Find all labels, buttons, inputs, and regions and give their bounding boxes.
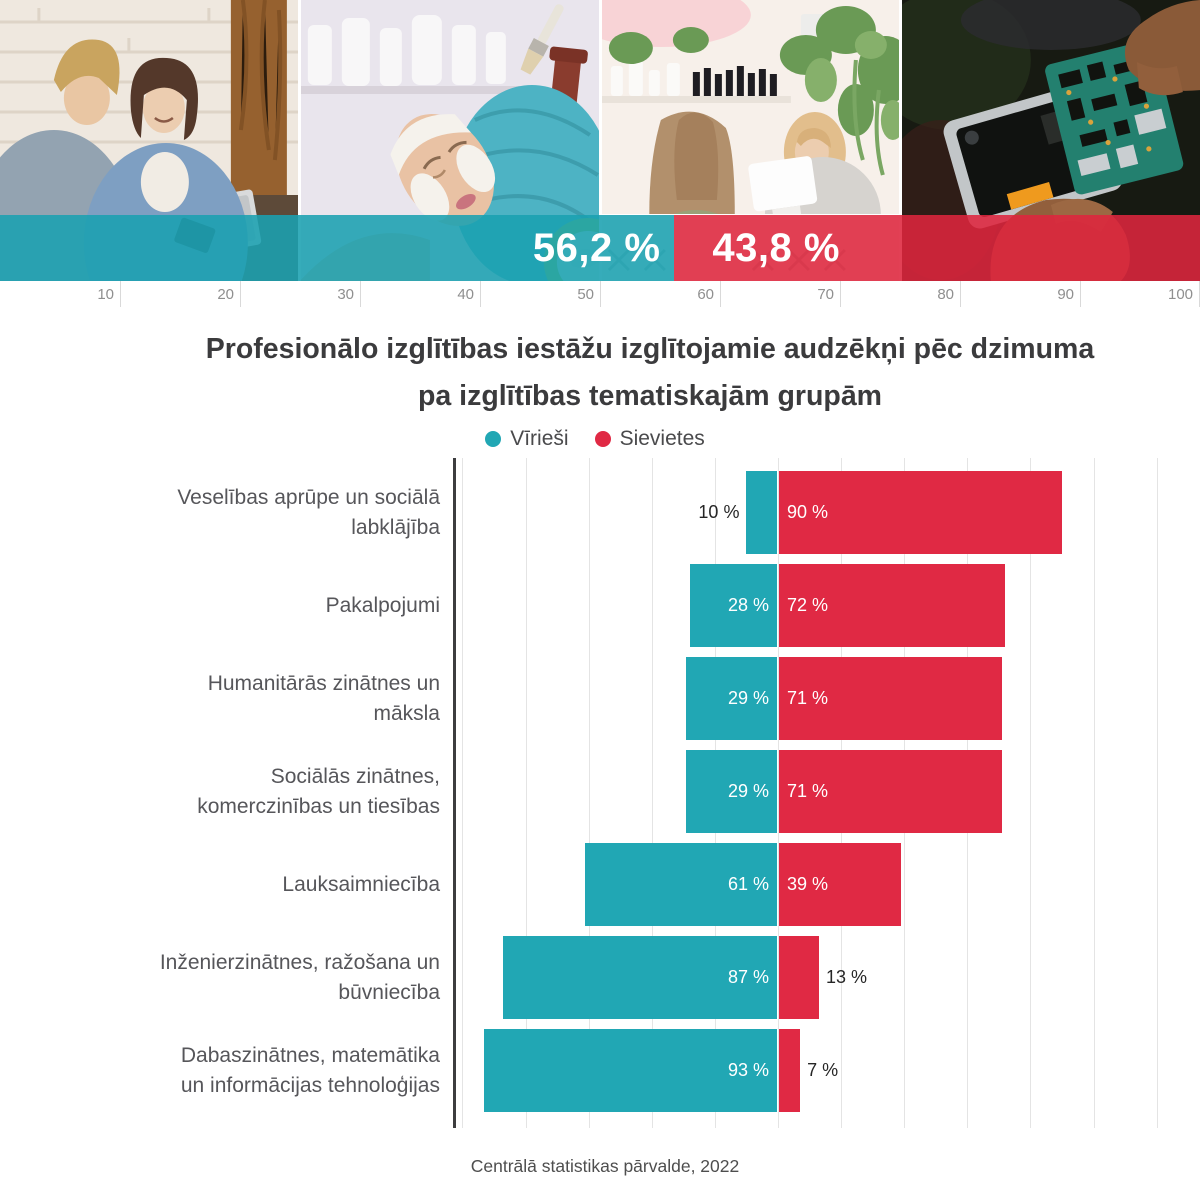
gridline [588, 458, 590, 1128]
male-value-label: 10 % [698, 502, 740, 522]
female-bar [779, 936, 820, 1019]
category-row: 93 % 7 % [456, 1029, 1163, 1112]
female-value-label: 72 % [787, 595, 829, 615]
scale-tick-label: 10 [97, 286, 114, 303]
scale-tick-line [600, 281, 601, 307]
male-bar [689, 564, 777, 647]
male-value-label: 93 % [727, 1060, 769, 1080]
gridline [1156, 458, 1158, 1128]
category-label: Inženierzinātnes, ražošana un būvniecība [159, 950, 440, 1004]
female-bar [779, 750, 1003, 833]
category-row: 61 % 39 % [456, 843, 1163, 926]
plot-area: 10 % 90 % 28 % 72 % 29 % 71 % 29 % 71 % 61 % 39 %… [453, 458, 1160, 1128]
category-label: Sociālās zinātnes, komerczinības un ties… [197, 764, 440, 818]
female-bar [779, 471, 1063, 554]
male-share-bar: 56,2 % [0, 215, 675, 281]
male-value-label: 87 % [727, 967, 769, 987]
scale-tick-line [840, 281, 841, 307]
scale-tick-line [720, 281, 721, 307]
male-bar [746, 471, 777, 554]
gridline [1030, 458, 1032, 1128]
gridline [1093, 458, 1095, 1128]
legend-item-female: Sievietes [594, 427, 705, 451]
scale-tick-line [360, 281, 361, 307]
scale-tick-label: 50 [577, 286, 594, 303]
scale-tick-label: 80 [937, 286, 954, 303]
male-bar [484, 1029, 777, 1112]
female-bar [779, 1029, 801, 1112]
scale-tick-label: 30 [337, 286, 354, 303]
scale-tick-line [960, 281, 961, 307]
female-value-label: 90 % [787, 502, 829, 522]
male-value-label: 29 % [727, 688, 769, 708]
category-label: Lauksaimniecība [282, 872, 440, 896]
title-line-1: Profesionālo izglītības iestāžu izglītoj… [205, 333, 1095, 365]
scale-tick-line [480, 281, 481, 307]
category-label: Pakalpojumi [325, 593, 440, 617]
male-bar [686, 657, 777, 740]
female-value-label: 71 % [787, 781, 829, 801]
male-bar [585, 843, 777, 926]
gridline [651, 458, 653, 1128]
legend: Vīrieši Sievietes [0, 427, 1190, 451]
gridline [778, 458, 779, 1128]
female-bar [779, 657, 1003, 740]
category-row: 29 % 71 % [456, 750, 1163, 833]
female-bar [779, 564, 1006, 647]
scale-tick-label: 100 [1168, 286, 1194, 303]
female-value-label: 13 % [826, 967, 868, 987]
male-bar [503, 936, 777, 1019]
scale-tick-label: 90 [1057, 286, 1074, 303]
female-share-label: 43,8 % [712, 225, 840, 270]
scale-tick-line [120, 281, 121, 307]
female-value-label: 7 % [807, 1060, 839, 1080]
scale-tick-label: 60 [697, 286, 714, 303]
female-value-label: 39 % [787, 874, 829, 894]
category-row: 87 % 13 % [456, 936, 1163, 1019]
gender-split-band: 56,2 % 43,8 % [0, 215, 1200, 281]
source-note: Centrālā statistikas pārvalde, 2022 [470, 1156, 740, 1176]
gridline [462, 458, 464, 1128]
male-value-label: 29 % [727, 781, 769, 801]
male-share-label: 56,2 % [532, 225, 661, 270]
male-legend-dot-icon [485, 431, 502, 447]
diverging-bar-chart: 10 % 90 % 28 % 72 % 29 % 71 % 29 % 71 % 61 % 39 %… [0, 458, 1200, 1128]
gridline [525, 458, 527, 1128]
scale-tick-line [1080, 281, 1081, 307]
male-legend-label: Vīrieši [510, 427, 569, 450]
female-share-bar: 43,8 % [674, 215, 1200, 281]
legend-item-male: Vīrieši [485, 427, 569, 451]
female-bar [779, 843, 902, 926]
percentage-scale: 10 20 30 40 50 60 70 80 90 100 [0, 281, 1200, 312]
male-value-label: 61 % [727, 874, 769, 894]
scale-tick-line [240, 281, 241, 307]
title-line-2: pa izglītības tematiskajām grupām [417, 380, 883, 412]
page-title: Profesionālo izglītības iestāžu izglītoj… [100, 326, 1200, 420]
category-label: Humanitārās zinātnes un māksla [207, 671, 440, 725]
female-legend-dot-icon [594, 431, 611, 447]
scale-tick-label: 40 [457, 286, 474, 303]
male-value-label: 28 % [727, 595, 769, 615]
category-row: 29 % 71 % [456, 657, 1163, 740]
female-value-label: 71 % [787, 688, 829, 708]
male-bar [686, 750, 777, 833]
category-label: Dabaszinātnes, matemātika un informācija… [180, 1043, 440, 1097]
scale-tick-label: 20 [217, 286, 234, 303]
scale-tick-label: 70 [817, 286, 834, 303]
category-label: Veselības aprūpe un sociālā labklājība [177, 485, 440, 539]
female-legend-label: Sievietes [619, 427, 705, 450]
category-row: 28 % 72 % [456, 564, 1163, 647]
category-row: 10 % 90 % [456, 471, 1163, 554]
